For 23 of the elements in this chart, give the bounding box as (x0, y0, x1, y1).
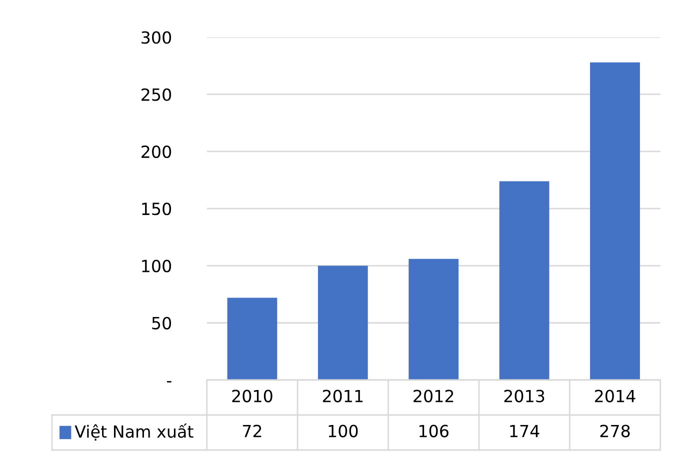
data-label: 100 (328, 424, 358, 438)
x-tick-label: 2014 (595, 390, 636, 402)
y-tick-label: 200 (142, 145, 172, 158)
data-label: 278 (600, 424, 630, 438)
bar (408, 258, 459, 380)
y-tick-label: 100 (142, 260, 172, 272)
x-tick-label: 2010 (232, 390, 272, 402)
data-label: 72 (242, 424, 262, 438)
bar (590, 62, 640, 380)
bar (227, 298, 278, 380)
y-tick-label: 150 (142, 202, 172, 216)
x-tick-label: 2012 (414, 390, 454, 402)
y-tick-label: 250 (142, 88, 172, 101)
y-tick-label: 50 (152, 316, 172, 330)
data-label: 106 (420, 424, 448, 438)
legend-label: Việt Nam xuất (74, 424, 194, 441)
x-tick-label: 2011 (322, 390, 363, 402)
y-tick-label: - (166, 381, 172, 382)
bar (318, 266, 368, 380)
bar (499, 181, 550, 380)
y-tick-label: 300 (142, 31, 172, 44)
x-tick-label: 2013 (504, 390, 544, 402)
data-label: 174 (510, 424, 540, 438)
